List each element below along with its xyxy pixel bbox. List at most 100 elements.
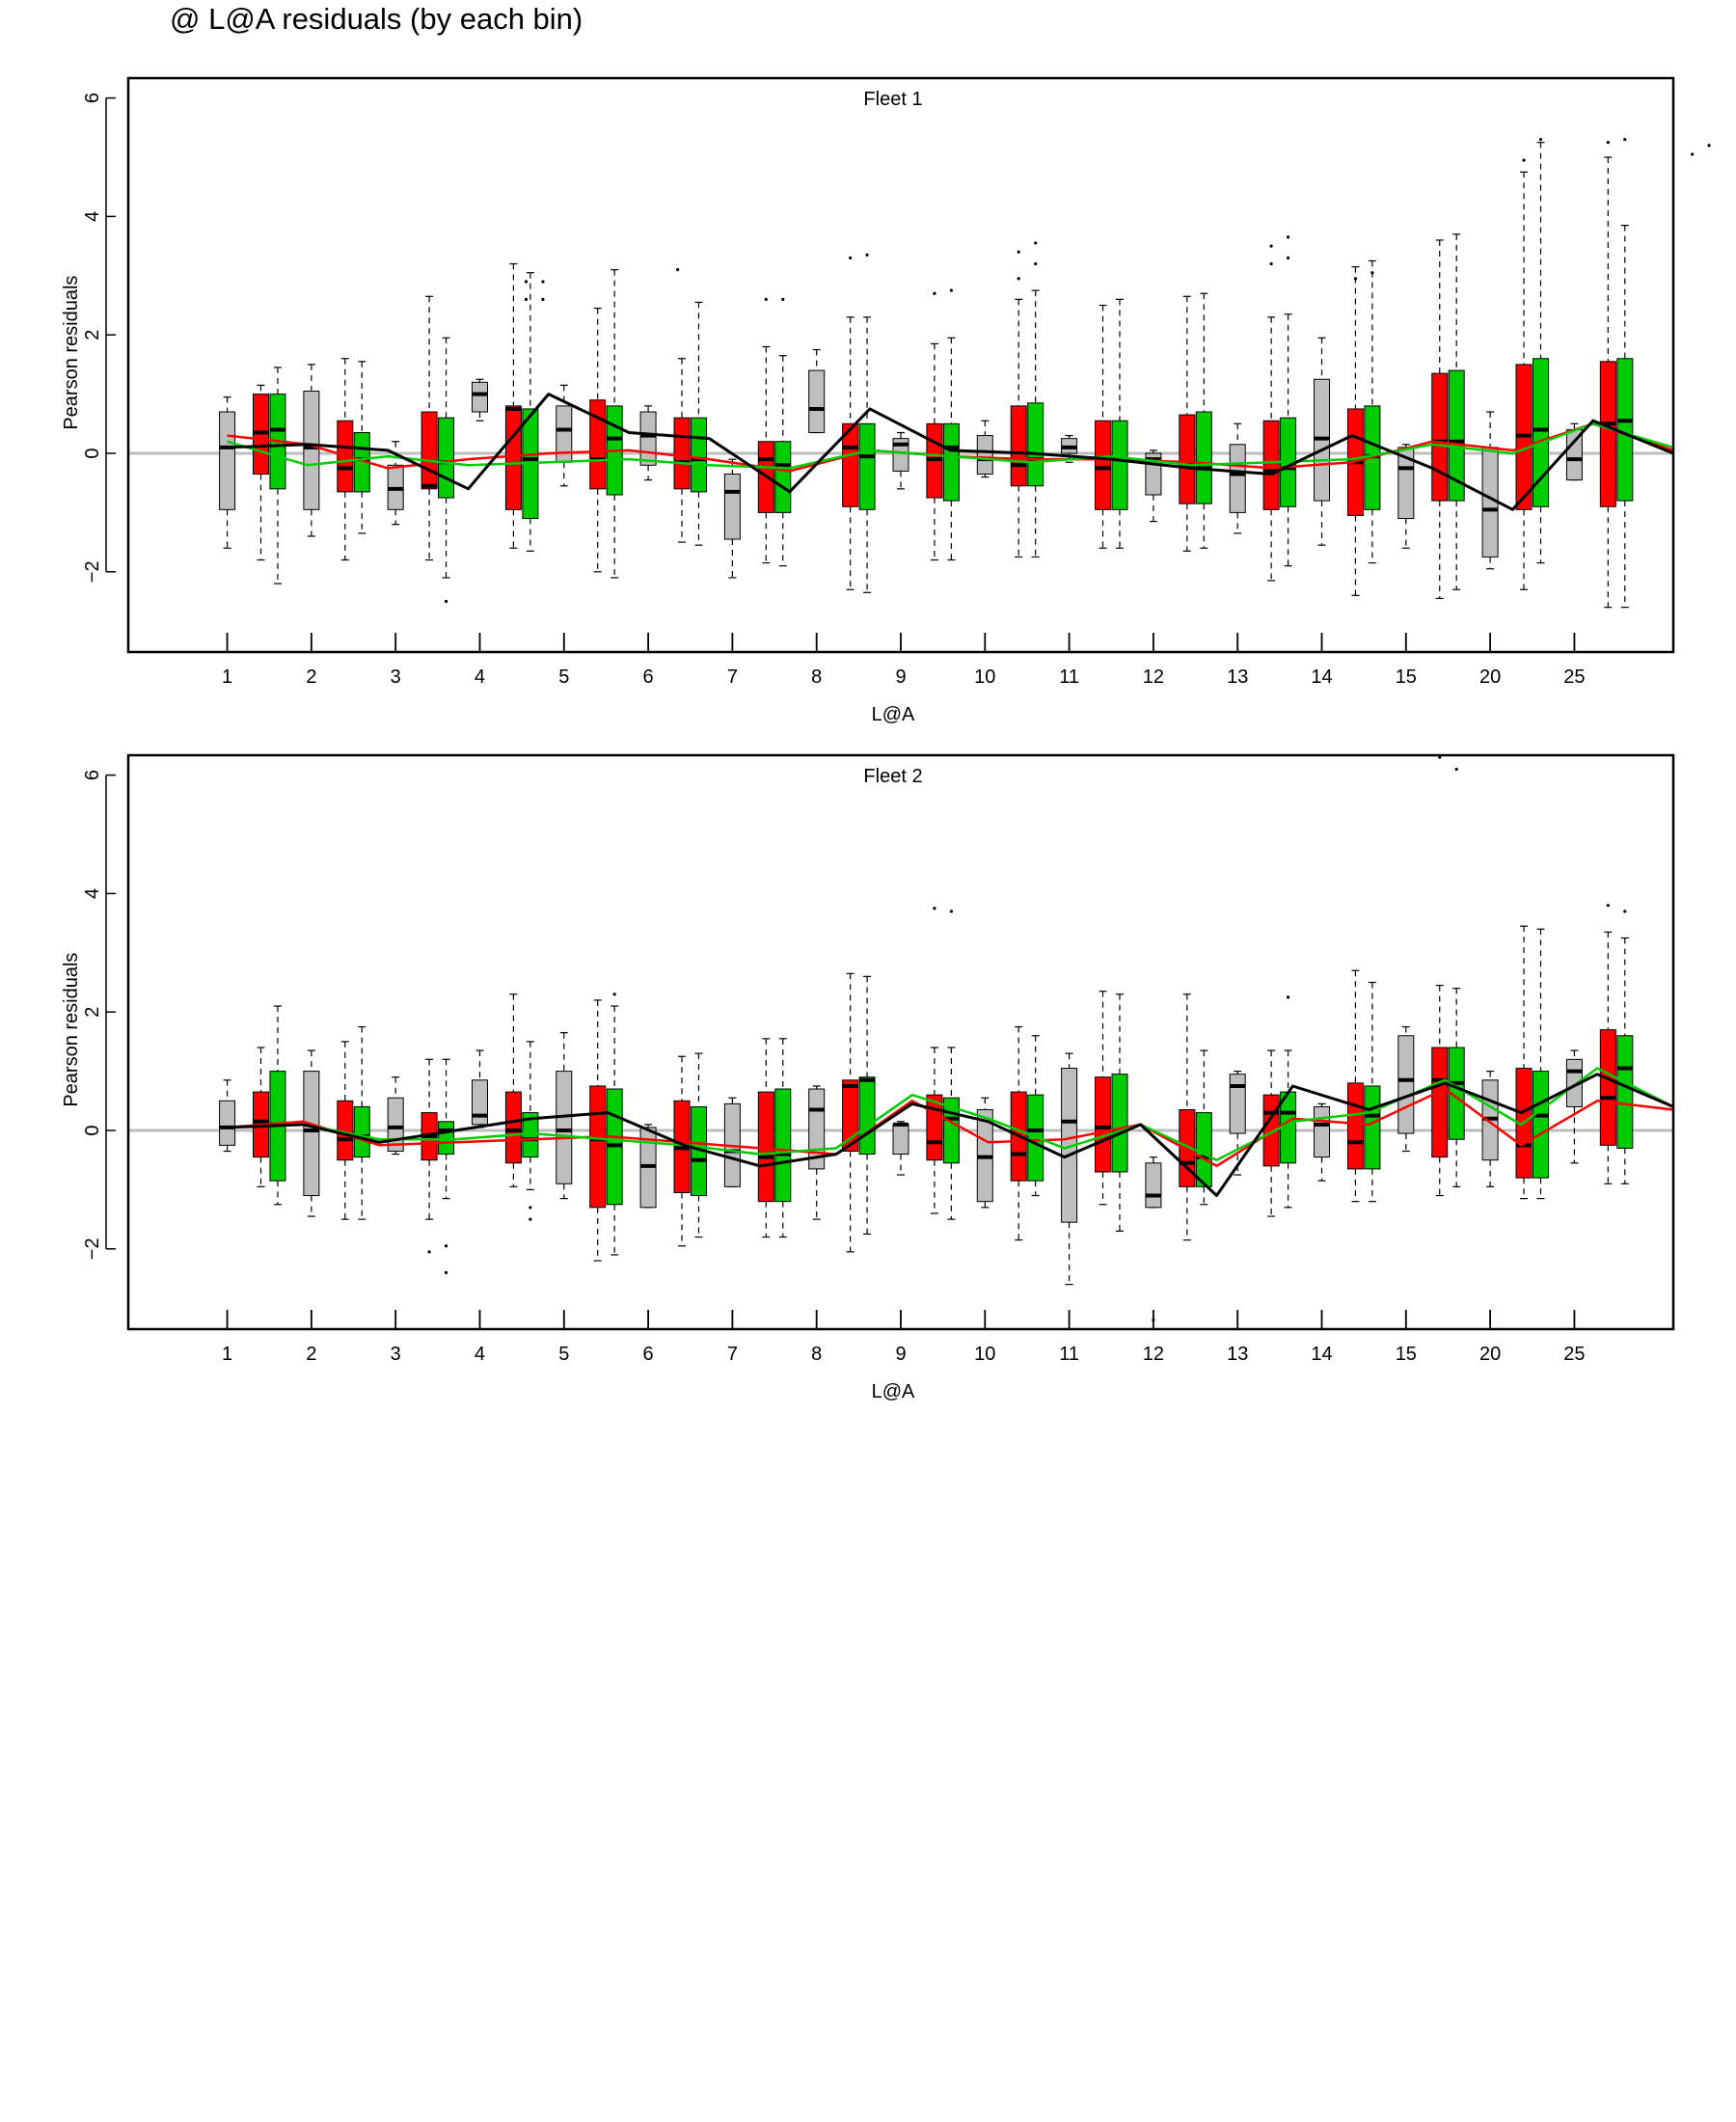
boxplot-gray-bin-13	[1229, 422, 1246, 534]
box-body	[1616, 1035, 1634, 1149]
box-body	[219, 1100, 236, 1146]
outlier-point	[541, 280, 545, 284]
box-body	[353, 1105, 370, 1158]
outlier-point	[764, 297, 768, 301]
boxplot-red-bin-25	[1599, 156, 1616, 609]
outlier-point	[781, 297, 785, 301]
x-tick-label: 6	[643, 1344, 654, 1365]
outlier-point	[933, 907, 936, 911]
boxplot-red-bin-7	[757, 1038, 774, 1238]
box-body	[589, 1085, 607, 1209]
boxplot-green-bin-7	[774, 355, 792, 567]
x-tick-label: 7	[727, 1344, 738, 1365]
x-tick-label: 2	[306, 667, 316, 688]
boxplot-gray-bin-3	[387, 1076, 404, 1156]
box-body	[1229, 1074, 1246, 1134]
x-tick-label: 10	[974, 667, 995, 688]
outlier-point	[1623, 910, 1627, 913]
box-body	[504, 405, 522, 510]
boxplot-gray-bin-13	[1229, 1070, 1246, 1176]
box-body	[1364, 1085, 1381, 1170]
plot-frame	[126, 753, 1675, 1331]
boxplot-gray-bin-4	[471, 1049, 488, 1129]
boxplot-red-bin-12	[1179, 295, 1196, 552]
boxplot-gray-bin-5	[556, 384, 573, 487]
boxplot-red-bin-15	[1431, 984, 1449, 1197]
outlier-point	[541, 297, 545, 301]
outlier-point	[1606, 141, 1610, 145]
x-tick-label: 3	[391, 667, 401, 688]
x-tick-label: 9	[895, 667, 906, 688]
x-tick-label: 25	[1563, 1344, 1585, 1365]
x-tick-label: 13	[1227, 667, 1248, 688]
boxplot-green-bin-11	[1111, 993, 1128, 1232]
box-body	[892, 1124, 909, 1156]
boxplot-red-bin-9	[926, 1047, 943, 1214]
box-body	[1397, 1035, 1415, 1134]
box-body	[471, 381, 488, 413]
boxplot-red-bin-9	[926, 342, 943, 561]
box-body	[1314, 1105, 1331, 1158]
boxplot-gray-bin-8	[808, 348, 826, 434]
box-body	[1195, 411, 1212, 504]
outlier-point	[1370, 271, 1374, 275]
boxplot-red-bin-25	[1599, 931, 1616, 1184]
boxplot-gray-bin-1	[219, 1079, 236, 1153]
outlier-point	[676, 268, 680, 272]
boxplot-green-bin-12	[1195, 292, 1212, 549]
series-line-red	[227, 1087, 1674, 1168]
boxplot-red-bin-12	[1179, 993, 1196, 1241]
boxplot-gray-bin-1	[219, 396, 236, 549]
outlier-point	[1691, 152, 1695, 156]
outlier-point	[1454, 767, 1458, 772]
outlier-point	[1623, 137, 1627, 142]
boxplot-green-bin-12	[1195, 1049, 1212, 1206]
series-line-green	[227, 422, 1674, 470]
box-body	[1431, 1047, 1449, 1158]
outlier-point	[849, 256, 853, 259]
x-tick-label: 2	[306, 1344, 316, 1365]
x-tick-label: 15	[1396, 667, 1417, 688]
boxplot-red-bin-20	[1515, 171, 1533, 590]
y-axis-label: Pearson residuals	[61, 276, 82, 430]
boxplot-green-bin-9	[942, 1047, 960, 1220]
boxplot-green-bin-11	[1111, 298, 1128, 549]
boxplot-gray-bin-11	[1061, 434, 1078, 463]
box-body	[1448, 1047, 1465, 1140]
boxplot-red-bin-11	[1095, 991, 1112, 1206]
boxplot-green-bin-15	[1448, 233, 1465, 590]
box-body	[808, 369, 826, 434]
box-body	[438, 417, 455, 499]
y-tick-label: 0	[82, 1125, 103, 1135]
box-body	[1095, 420, 1112, 510]
box-body	[1532, 358, 1549, 507]
box-body	[1111, 420, 1128, 510]
x-tick-label: 10	[974, 1344, 995, 1365]
outlier-point	[529, 1206, 532, 1210]
boxplot-gray-bin-20	[1481, 411, 1499, 570]
box-body	[892, 438, 909, 472]
box-body	[639, 411, 657, 466]
outlier-point	[1538, 137, 1543, 142]
boxplot-gray-bin-15	[1397, 444, 1415, 549]
boxplot-gray-bin-11	[1061, 1052, 1078, 1286]
x-tick-label: 4	[475, 1344, 485, 1365]
box-body	[1431, 372, 1449, 502]
x-tick-label: 25	[1563, 667, 1585, 688]
boxplot-green-bin-9	[942, 337, 960, 561]
y-tick-label: 4	[82, 211, 103, 222]
boxplot-gray-bin-10	[976, 1097, 993, 1209]
x-axis-label: L@A	[872, 1381, 915, 1402]
boxplot-red-bin-10	[1010, 298, 1027, 558]
box-body	[976, 435, 993, 475]
x-tick-label: 11	[1059, 1344, 1079, 1365]
boxplot-green-bin-1	[269, 367, 286, 585]
box-body	[589, 399, 607, 490]
x-tick-label: 4	[475, 667, 485, 688]
boxplot-green-bin-10	[1027, 289, 1044, 558]
y-axis-label: Pearson residuals	[61, 953, 82, 1107]
boxplot-gray-bin-2	[303, 1049, 320, 1217]
outlier-point	[1269, 244, 1273, 248]
boxplot-gray-bin-14	[1314, 337, 1331, 546]
boxplot-green-bin-25	[1616, 937, 1634, 1184]
